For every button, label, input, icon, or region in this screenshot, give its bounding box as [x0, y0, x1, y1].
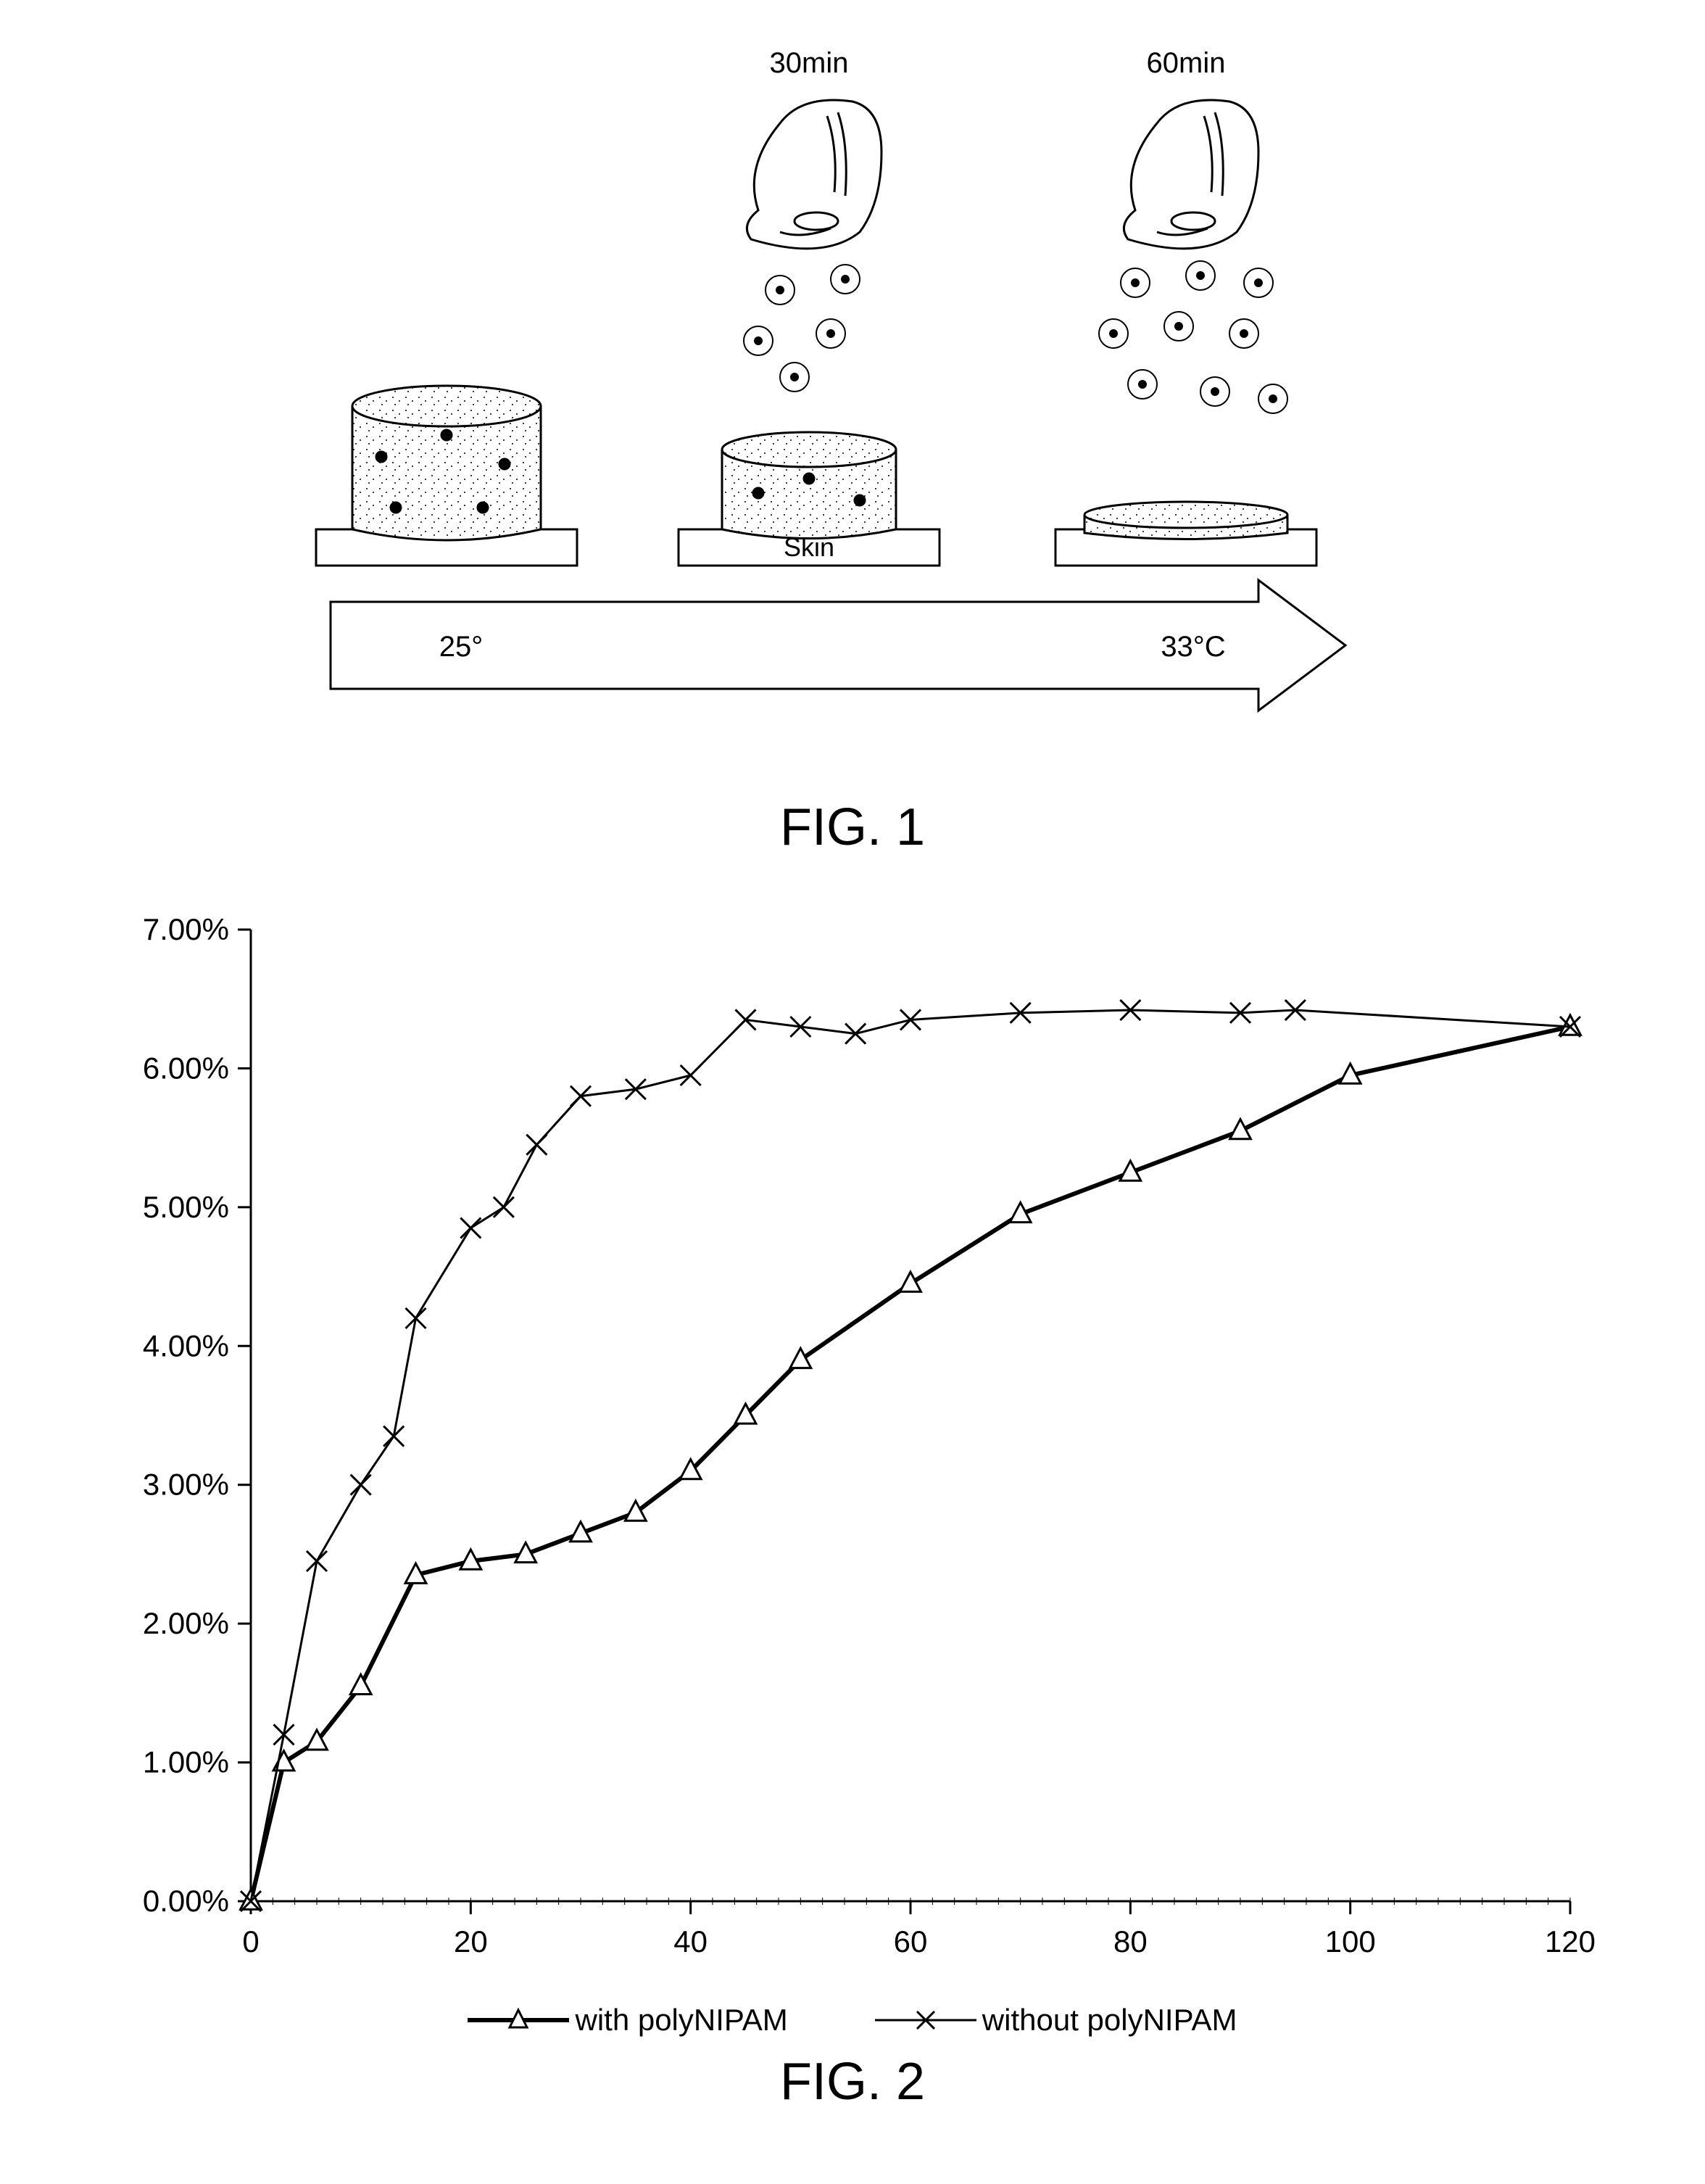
y-tick-label: 3.00% [143, 1468, 229, 1502]
particles-2 [1099, 261, 1287, 413]
x-tick-label: 60 [894, 1924, 928, 1958]
legend-item-without: without polyNIPAM [875, 2003, 1237, 2038]
nose-icon-1 [747, 100, 881, 249]
legend-item-with: with polyNIPAM [468, 2003, 787, 2038]
series-line [251, 1027, 1570, 1901]
x-tick-label: 0 [242, 1924, 259, 1958]
x-tick-label: 80 [1113, 1924, 1148, 1958]
figure-2-caption: FIG. 2 [29, 2052, 1676, 2111]
y-tick-label: 7.00% [143, 912, 229, 946]
temperature-arrow: 25° 33°C [331, 580, 1345, 711]
y-tick-label: 4.00% [143, 1328, 229, 1362]
series-line [251, 1010, 1570, 1901]
marker-triangle [790, 1348, 811, 1368]
x-tick-label: 120 [1545, 1924, 1596, 1958]
time-label-60: 60min [1147, 47, 1226, 79]
y-tick-label: 2.00% [143, 1606, 229, 1640]
particles-1 [744, 265, 860, 392]
nose-icon-2 [1124, 100, 1258, 249]
time-label-30: 30min [770, 47, 849, 79]
legend-label-without: without polyNIPAM [982, 2003, 1237, 2038]
temp-start: 25° [439, 631, 484, 663]
figure-1: 30min 60min [273, 29, 1432, 754]
marker-triangle [900, 1272, 921, 1291]
figure-1-caption: FIG. 1 [29, 798, 1676, 857]
x-tick-label: 100 [1325, 1924, 1376, 1958]
sample-stage-1 [316, 386, 577, 566]
x-tick-label: 20 [454, 1924, 488, 1958]
sample-stage-3 [1055, 502, 1316, 566]
y-tick-label: 6.00% [143, 1051, 229, 1085]
marker-triangle [350, 1674, 371, 1694]
marker-triangle [625, 1501, 646, 1521]
temp-end: 33°C [1161, 631, 1225, 663]
y-tick-label: 0.00% [143, 1884, 229, 1918]
sample-stage-2: Skin [679, 432, 939, 566]
figure-2-legend: with polyNIPAM without polyNIPAM [29, 2003, 1676, 2038]
y-tick-label: 5.00% [143, 1190, 229, 1224]
figure-2-chart: 0.00% 1.00% 2.00% 3.00% 4.00% 5.00% 6.00% 7.00%… [91, 901, 1614, 1988]
legend-label-with: with polyNIPAM [575, 2003, 787, 2038]
x-tick-label: 40 [673, 1924, 708, 1958]
y-tick-label: 1.00% [143, 1745, 229, 1779]
